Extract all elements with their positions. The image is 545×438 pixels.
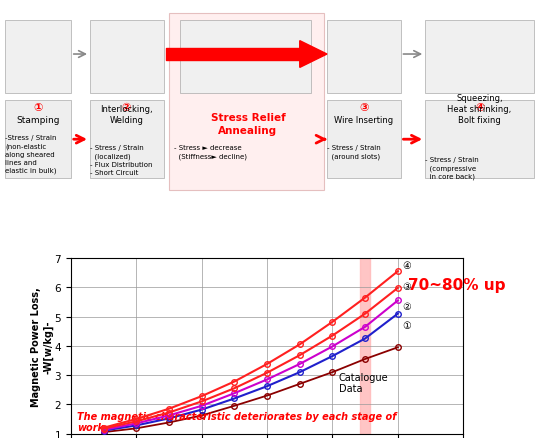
Text: The magnetic characteristic deteriorates by each stage of
work: The magnetic characteristic deteriorates… [77,410,397,432]
Text: ④: ④ [475,103,485,113]
Text: ①: ① [33,103,43,113]
Text: - Stress / Strain
  (compressive
  in core back): - Stress / Strain (compressive in core b… [425,157,479,180]
Text: ②: ② [122,103,131,113]
Text: ③: ③ [403,281,411,291]
Text: Stamping: Stamping [16,116,60,125]
Y-axis label: Magnetic Power Loss,
-W[w/kg]-: Magnetic Power Loss, -W[w/kg]- [31,286,53,406]
Text: ③: ③ [359,103,369,113]
Text: Interlocking,
Welding: Interlocking, Welding [100,105,153,125]
Text: Wire Inserting: Wire Inserting [335,116,393,125]
Bar [169,14,324,191]
Text: - Stress ► decrease
  (Stiffness► decline): - Stress ► decrease (Stiffness► decline) [174,145,247,159]
Bar [90,101,164,179]
Bar [90,21,164,94]
Text: - Stress / Strain
  (around slots): - Stress / Strain (around slots) [327,145,381,159]
Bar [425,21,534,94]
Bar [180,21,311,94]
Bar [5,101,71,179]
Bar [5,21,71,94]
Bar [327,21,401,94]
Bar [425,101,534,179]
Text: ②: ② [403,301,411,311]
Bar [327,101,401,179]
Text: ①: ① [403,320,411,330]
Text: Catalogue
Data: Catalogue Data [339,372,389,393]
Bar [360,258,370,434]
Text: ④: ④ [403,260,411,270]
Text: - Stress / Strain
  (localized)
- Flux Distribution
- Short Circuit: - Stress / Strain (localized) - Flux Dis… [90,145,153,175]
Text: Stress Relief
Annealing: Stress Relief Annealing [210,113,286,135]
Text: 70~80% up: 70~80% up [408,277,505,292]
Polygon shape [300,42,327,68]
Text: -Stress / Strain
(non-elastic
along sheared
lines and
elastic in bulk): -Stress / Strain (non-elastic along shea… [5,135,57,174]
Text: Squeezing,
Heat shrinking,
Bolt fixing: Squeezing, Heat shrinking, Bolt fixing [447,94,512,125]
